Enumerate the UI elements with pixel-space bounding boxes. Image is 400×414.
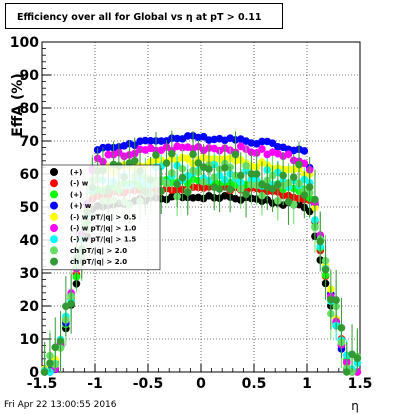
- axis-ticks: -1.5 -1 -0.5 0 0.5 1 1.5 0 10 20 30 40 50 60 70 80 90 100: [10, 35, 373, 392]
- data-point: [189, 150, 197, 159]
- data-point: [284, 150, 293, 159]
- chart-title-box: Efficiency over all for Global vs η at p…: [5, 3, 283, 29]
- legend-marker: [50, 212, 58, 221]
- x-tick-label: 0.5: [242, 376, 267, 392]
- data-point: [51, 343, 60, 352]
- data-point: [242, 162, 250, 170]
- data-point: [152, 151, 160, 159]
- legend-marker: [50, 190, 58, 199]
- data-point: [348, 350, 356, 359]
- legend-marker: [50, 235, 58, 244]
- data-point: [215, 185, 224, 193]
- y-tick-label: 10: [20, 332, 40, 348]
- data-point: [178, 173, 187, 182]
- data-point: [300, 191, 309, 199]
- data-point: [221, 163, 229, 172]
- data-point: [242, 190, 250, 199]
- data-point: [56, 337, 65, 346]
- legend-label: ch pT/|q| > 2.0: [70, 247, 127, 256]
- y-tick-label: 20: [20, 299, 40, 315]
- data-point: [252, 170, 261, 178]
- data-point: [284, 198, 293, 206]
- data-point: [295, 160, 303, 169]
- data-point: [146, 137, 155, 145]
- data-point: [183, 188, 192, 197]
- y-tick-label: 0: [29, 365, 39, 381]
- data-point: [104, 150, 113, 159]
- data-point: [183, 132, 192, 140]
- legend-label: (-) w: [70, 180, 89, 188]
- data-point: [157, 137, 166, 145]
- legend-marker: [50, 246, 58, 255]
- data-point: [316, 237, 325, 246]
- legend-label: (+) w: [70, 202, 92, 210]
- x-tick-label: -0.5: [133, 376, 164, 392]
- x-tick-label: 1: [302, 376, 312, 392]
- data-point: [258, 137, 266, 146]
- y-tick-label: 40: [20, 233, 40, 249]
- data-point: [321, 265, 330, 274]
- x-tick-label: 0: [196, 376, 206, 392]
- data-point: [168, 149, 176, 158]
- timestamp-footer: Fri Apr 22 13:00:55 2016: [4, 400, 117, 410]
- data-point: [342, 368, 351, 376]
- data-point: [130, 156, 139, 165]
- legend-marker: [50, 168, 58, 176]
- y-tick-label: 50: [20, 200, 40, 216]
- data-point: [305, 183, 314, 191]
- x-tick-label: -1.5: [27, 376, 58, 392]
- legend-label: (+): [70, 191, 82, 199]
- y-tick-label: 80: [20, 101, 40, 117]
- legend: (+) (-) w (+) (+) w (-) w pT/|q| > 0.5 (-) w …: [41, 164, 161, 271]
- y-axis-title: EffA (%): [10, 73, 26, 136]
- data-point: [311, 195, 319, 204]
- legend-label: ch pT/|q| > 2.0: [70, 258, 127, 267]
- x-tick-label: -1: [87, 376, 103, 392]
- data-point: [46, 359, 54, 367]
- data-point: [231, 150, 240, 159]
- data-point: [289, 173, 298, 182]
- x-axis-title: η: [351, 399, 359, 413]
- data-point: [332, 296, 340, 304]
- legend-marker: [50, 201, 58, 210]
- x-tick-label: 1.5: [348, 376, 373, 392]
- data-point: [247, 170, 256, 178]
- legend-box: [41, 164, 161, 271]
- chart-title: Efficiency over all for Global vs η at p…: [17, 12, 262, 23]
- data-point: [173, 180, 181, 189]
- legend-marker: [50, 179, 58, 188]
- data-point: [268, 185, 277, 193]
- y-tick-label: 100: [10, 35, 39, 51]
- y-tick-label: 60: [20, 167, 40, 183]
- data-point: [337, 324, 346, 332]
- data-point: [300, 147, 309, 155]
- legend-label: (-) w pT/|q| > 1.5: [70, 236, 136, 245]
- data-point: [67, 299, 75, 308]
- data-point: [162, 159, 171, 167]
- data-point: [353, 354, 362, 363]
- data-point: [236, 171, 245, 180]
- data-point: [205, 165, 213, 173]
- legend-marker: [50, 257, 58, 266]
- y-tick-label: 30: [20, 266, 40, 282]
- legend-label: (-) w pT/|q| > 1.0: [70, 225, 136, 234]
- data-point: [40, 368, 49, 376]
- legend-label: (+): [70, 169, 82, 177]
- data-point: [194, 159, 203, 167]
- legend-marker: [50, 224, 58, 232]
- y-tick-label: 90: [20, 68, 40, 84]
- data-point: [226, 185, 234, 194]
- data-point: [183, 155, 192, 163]
- data-point: [279, 171, 287, 180]
- data-point: [274, 180, 282, 189]
- y-tick-label: 70: [20, 134, 40, 150]
- legend-label: (-) w pT/|q| > 0.5: [70, 213, 136, 222]
- data-point: [258, 145, 266, 153]
